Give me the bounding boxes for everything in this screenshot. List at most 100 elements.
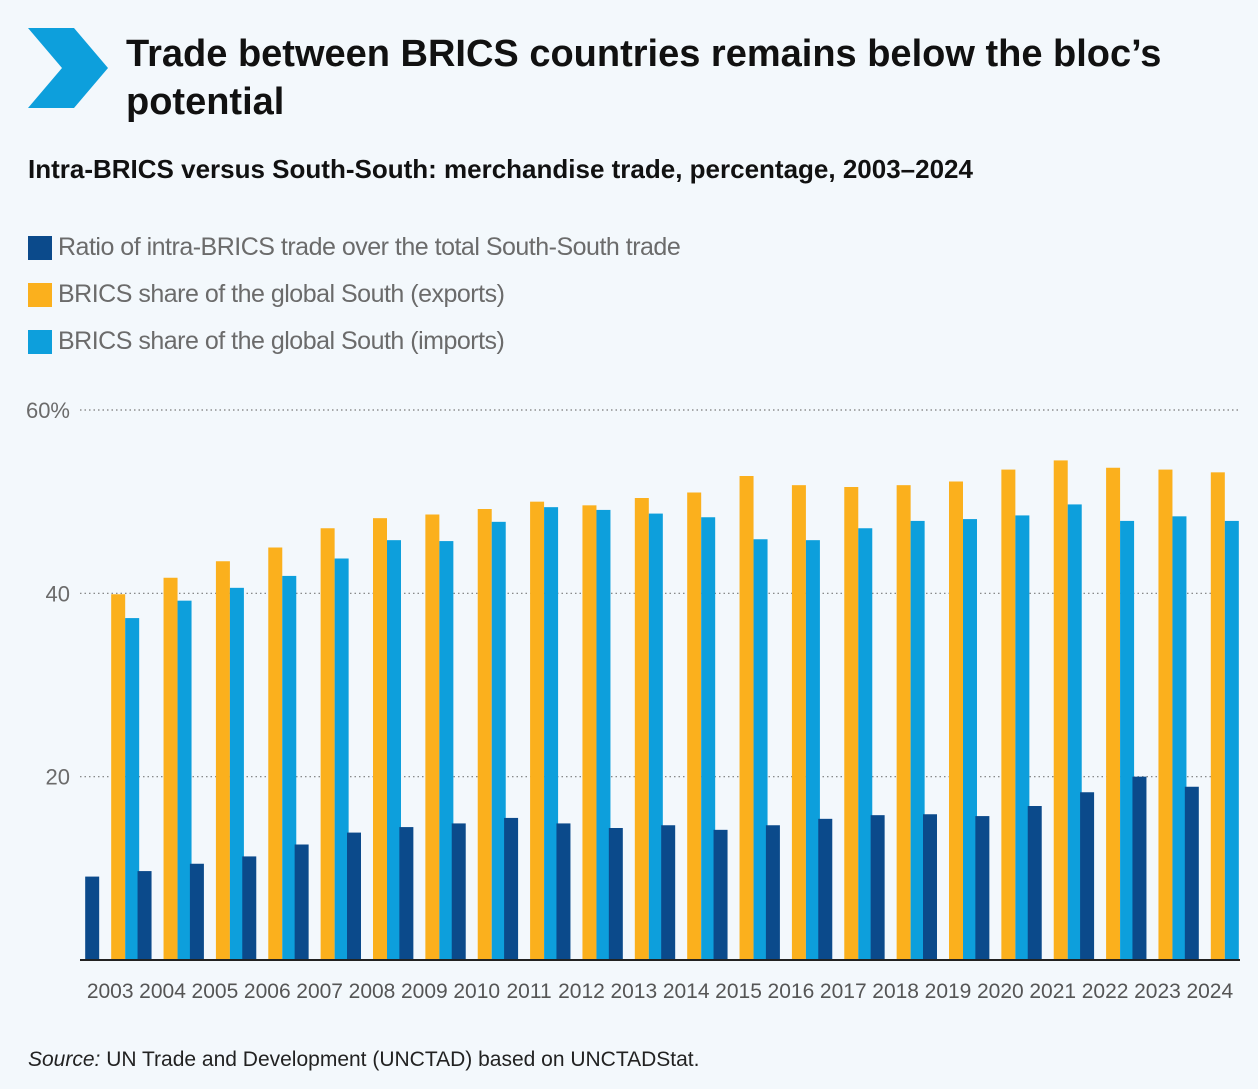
bar-imports-2020 xyxy=(1015,515,1030,960)
bar-exports-2017 xyxy=(844,487,859,960)
x-tick-label-2015: 2015 xyxy=(715,980,762,1003)
y-tick-label-60: 60% xyxy=(26,398,70,423)
bar-exports-2024 xyxy=(1210,472,1225,960)
bar-exports-2019 xyxy=(949,481,963,960)
bar-intra-brics-2022 xyxy=(1080,792,1095,960)
bar-imports-2024 xyxy=(1224,520,1239,960)
bar-intra-brics-2019 xyxy=(923,814,937,960)
bar-imports-2011 xyxy=(544,507,559,960)
legend: Ratio of intra-BRICS trade over the tota… xyxy=(28,224,681,365)
bar-imports-2018 xyxy=(910,520,925,960)
bar-intra-brics-2007 xyxy=(294,844,309,960)
bar-exports-2003 xyxy=(111,594,126,960)
x-tick-label-2009: 2009 xyxy=(401,980,448,1003)
x-tick-label-2014: 2014 xyxy=(663,980,710,1003)
x-tick-label-2010: 2010 xyxy=(453,980,500,1003)
bar-intra-brics-2005 xyxy=(189,863,204,960)
bar-intra-brics-2009 xyxy=(399,827,414,960)
x-tick-label-2019: 2019 xyxy=(925,980,972,1003)
chart-subtitle: Intra-BRICS versus South-South: merchand… xyxy=(28,154,973,184)
x-tick-label-2007: 2007 xyxy=(296,980,343,1003)
bar-imports-2007 xyxy=(334,558,349,960)
x-tick-label-2008: 2008 xyxy=(349,980,396,1003)
bar-exports-2008 xyxy=(373,518,387,960)
bar-exports-2018 xyxy=(896,485,911,960)
legend-swatch-intra-brics xyxy=(28,235,52,260)
x-tick-label-2023: 2023 xyxy=(1134,980,1181,1003)
bar-exports-2012 xyxy=(582,505,597,960)
source-text: UN Trade and Development (UNCTAD) based … xyxy=(100,1048,700,1071)
legend-label-imports: BRICS share of the global South (imports… xyxy=(58,327,505,355)
bar-exports-2011 xyxy=(530,501,545,960)
bar-imports-2015 xyxy=(753,539,768,960)
x-tick-label-2016: 2016 xyxy=(768,980,815,1003)
x-tick-label-2013: 2013 xyxy=(610,980,657,1003)
bar-imports-2010 xyxy=(491,521,506,960)
chevron-right-icon xyxy=(28,28,108,108)
bar-intra-brics-2020 xyxy=(975,816,990,960)
bar-intra-brics-2008 xyxy=(347,832,361,960)
legend-item-imports: BRICS share of the global South (imports… xyxy=(28,318,680,365)
bar-intra-brics-2017 xyxy=(818,818,833,960)
y-tick-label-20: 20 xyxy=(46,765,70,790)
bar-imports-2016 xyxy=(805,540,820,960)
bar-intra-brics-2006 xyxy=(242,856,257,960)
bar-exports-2007 xyxy=(320,528,335,960)
x-tick-label-2020: 2020 xyxy=(977,980,1024,1003)
legend-item-intra-brics: Ratio of intra-BRICS trade over the tota… xyxy=(28,224,681,271)
bar-intra-brics-2015 xyxy=(713,829,728,960)
bar-intra-brics-2023 xyxy=(1132,776,1147,960)
legend-label-exports: BRICS share of the global South (exports… xyxy=(58,280,505,308)
bar-intra-brics-2014 xyxy=(661,825,676,960)
x-tick-label-2022: 2022 xyxy=(1082,980,1129,1003)
bar-imports-2017 xyxy=(858,528,873,960)
y-tick-label-40: 40 xyxy=(46,581,70,606)
legend-item-exports: BRICS share of the global South (exports… xyxy=(28,271,680,318)
x-tick-label-2006: 2006 xyxy=(244,980,291,1003)
source-note: Source: UN Trade and Development (UNCTAD… xyxy=(28,1048,699,1072)
bar-exports-2009 xyxy=(425,514,440,960)
bar-intra-brics-2010 xyxy=(451,823,466,960)
bar-intra-brics-2003 xyxy=(85,876,100,960)
bar-imports-2006 xyxy=(282,575,297,960)
x-tick-label-2012: 2012 xyxy=(558,980,605,1003)
bar-intra-brics-2016 xyxy=(765,825,780,960)
bar-intra-brics-2024 xyxy=(1184,786,1199,960)
bar-imports-2013 xyxy=(648,513,663,960)
bar-exports-2015 xyxy=(739,476,754,960)
x-tick-label-2011: 2011 xyxy=(507,980,552,1003)
x-tick-label-2003: 2003 xyxy=(87,980,134,1003)
legend-label-intra-brics: Ratio of intra-BRICS trade over the tota… xyxy=(58,233,681,261)
bar-exports-2004 xyxy=(163,577,178,960)
x-tick-label-2017: 2017 xyxy=(820,980,867,1003)
chart-title: Trade between BRICS countries remains be… xyxy=(126,33,1162,123)
bar-exports-2022 xyxy=(1106,467,1121,960)
x-tick-label-2005: 2005 xyxy=(192,980,239,1003)
bar-intra-brics-2011 xyxy=(504,817,519,960)
bar-imports-2021 xyxy=(1067,504,1082,960)
bar-exports-2020 xyxy=(1001,469,1016,960)
bar-intra-brics-2021 xyxy=(1027,806,1042,960)
bar-intra-brics-2012 xyxy=(556,823,571,960)
bar-intra-brics-2004 xyxy=(137,871,152,960)
x-tick-label-2021: 2021 xyxy=(1029,980,1076,1003)
bar-imports-2009 xyxy=(439,541,454,960)
bar-imports-2004 xyxy=(177,600,192,960)
legend-swatch-exports xyxy=(28,282,52,307)
bar-exports-2005 xyxy=(215,561,230,960)
bar-exports-2013 xyxy=(634,498,649,960)
source-label: Source: xyxy=(28,1048,101,1071)
bar-intra-brics-2018 xyxy=(870,815,885,960)
bar-exports-2014 xyxy=(687,492,702,960)
x-tick-label-2024: 2024 xyxy=(1186,980,1233,1003)
bar-exports-2010 xyxy=(477,509,492,960)
bar-imports-2022 xyxy=(1120,520,1135,960)
bar-exports-2006 xyxy=(268,547,283,960)
bar-imports-2003 xyxy=(125,618,140,960)
bar-intra-brics-2013 xyxy=(608,828,623,960)
bar-imports-2023 xyxy=(1172,516,1187,960)
bar-imports-2019 xyxy=(963,519,977,960)
bar-exports-2016 xyxy=(791,485,806,960)
bar-imports-2012 xyxy=(596,509,611,960)
bar-chart: 20 40 60% 2003 2004 2005 2006 2007 2008 2009 2010 2… xyxy=(26,398,1240,1003)
